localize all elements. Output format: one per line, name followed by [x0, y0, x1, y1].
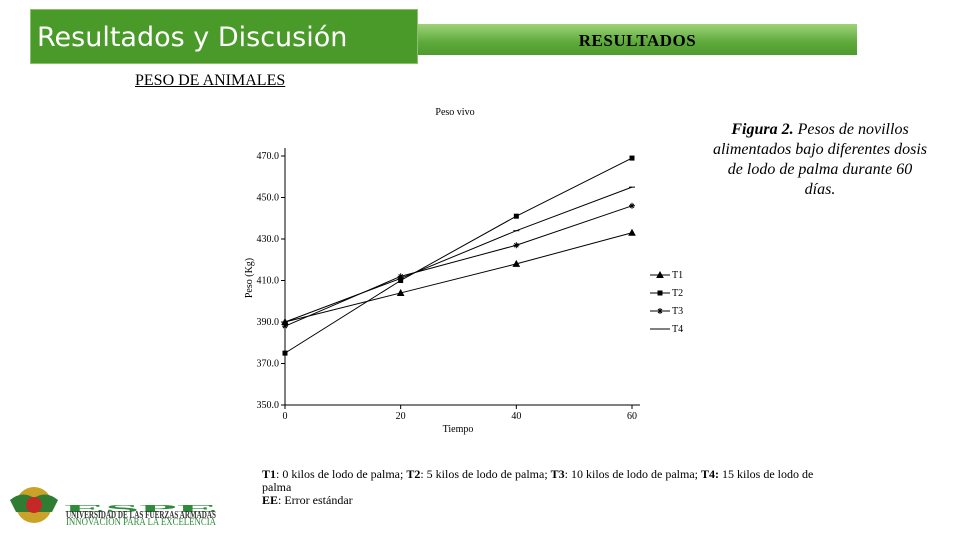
footnote-text: : 0 kilos de lodo de palma; [276, 467, 407, 481]
y-tick-label: 470.0 [257, 151, 280, 162]
logo: ESPE UNIVERSIDAD DE LAS FUERZAS ARMADAS … [10, 487, 220, 528]
marker [397, 273, 404, 280]
legend-marker [656, 270, 664, 278]
marker [629, 202, 635, 209]
x-tick-label: 40 [511, 411, 521, 422]
caption-text: Pesos de novillos alimentados bajo difer… [712, 121, 928, 198]
footnote-key: T4: [700, 467, 719, 481]
series-line [284, 157, 633, 354]
caption: Figura 2. Pesos de novillos alimentados … [712, 120, 928, 200]
logo-center [26, 497, 42, 513]
marker [396, 288, 405, 296]
footnote-text: : 10 kilos de lodo de palma; [564, 467, 701, 481]
banner: RESULTADOS [418, 24, 857, 55]
legend-label: T1 [672, 270, 683, 281]
legend-marker [657, 290, 663, 296]
series-line [284, 232, 633, 323]
y-tick-label: 410.0 [257, 276, 280, 287]
chart-title: Peso vivo [435, 107, 474, 118]
y-tick-label: 350.0 [257, 400, 280, 411]
legend-label: T4 [672, 324, 683, 335]
series-line [284, 205, 633, 327]
section-title: PESO DE ANIMALES [135, 72, 286, 89]
footnote-text: : Error estándar [278, 493, 353, 507]
marker [282, 323, 288, 330]
marker [513, 213, 519, 219]
logo-line2: INNOVACIÓN PARA LA EXCELENCIA [66, 516, 217, 528]
legend-label: T2 [672, 288, 683, 299]
header-title: Resultados y Discusión [30, 9, 418, 64]
y-axis-label: Peso (Kg) [244, 258, 255, 298]
footnote-key: EE [262, 493, 279, 507]
y-tick-label: 450.0 [257, 193, 280, 204]
marker [282, 350, 288, 356]
legend-label: T3 [672, 306, 683, 317]
footnote: T1: 0 kilos de lodo de palma; T2: 5 kilo… [262, 468, 832, 507]
marker [629, 155, 635, 161]
footnote-parts: T1: 0 kilos de lodo de palma; T2: 5 kilo… [262, 467, 813, 494]
x-tick-label: 20 [396, 411, 406, 422]
marker [513, 242, 520, 249]
legend-marker [657, 308, 663, 314]
marker [628, 228, 636, 236]
footnote-key: T3 [550, 467, 565, 481]
y-tick-label: 370.0 [257, 359, 280, 370]
x-tick-label: 60 [627, 411, 637, 422]
y-tick-label: 390.0 [257, 317, 280, 328]
footnote-key: T2 [406, 467, 421, 481]
caption-label: Figura 2. [731, 121, 794, 138]
x-axis-label: Tiempo [443, 424, 474, 435]
logo-line1: UNIVERSIDAD DE LAS FUERZAS ARMADAS [66, 510, 216, 521]
x-tick-label: 0 [283, 411, 288, 422]
footnote-text: 15 kilos de lodo de palma [262, 467, 814, 494]
logo-name: ESPE [64, 504, 220, 515]
marker [512, 259, 521, 267]
footnote-text: : 5 kilos de lodo de palma; [420, 467, 551, 481]
series-line [284, 186, 633, 323]
y-tick-label: 430.0 [257, 234, 280, 245]
footnote-key: T1 [262, 467, 277, 481]
